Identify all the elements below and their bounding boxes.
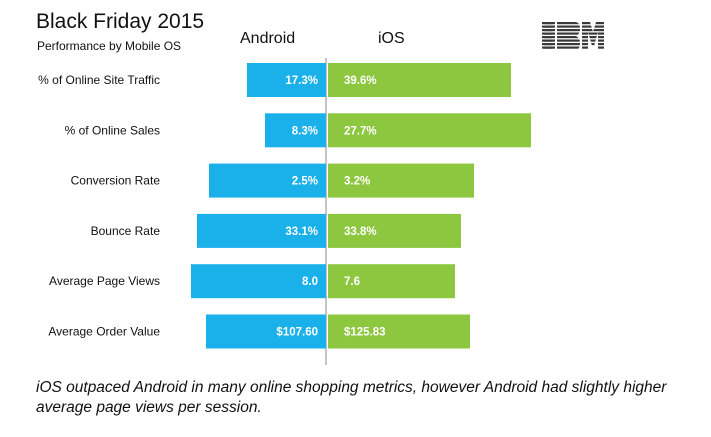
value-label-ios: 33.8% — [344, 226, 377, 238]
bar-android-3 — [197, 213, 326, 248]
row-label: % of Online Sales — [65, 123, 160, 137]
value-label-android: $107.60 — [276, 327, 318, 339]
value-label-ios: 27.7% — [344, 125, 377, 137]
value-label-ios: 39.6% — [344, 75, 377, 87]
value-label-android: 17.3% — [285, 75, 318, 87]
bar-android-4 — [191, 264, 326, 299]
row-label: % of Online Site Traffic — [38, 73, 160, 87]
legend-android: Android — [240, 30, 296, 47]
bar-ios-2 — [328, 163, 474, 198]
bar-ios-3 — [328, 213, 461, 248]
caption: iOS outpaced Android in many online shop… — [36, 379, 667, 416]
value-label-android: 33.1% — [285, 226, 318, 238]
bar-android-2 — [209, 163, 326, 198]
bar-ios-5 — [328, 314, 470, 349]
row-label: Bounce Rate — [91, 224, 161, 238]
ibm-logo — [542, 22, 604, 50]
value-label-android: 8.3% — [292, 125, 318, 137]
chart-subtitle: Performance by Mobile OS — [37, 39, 182, 53]
bar-ios-4 — [328, 264, 455, 299]
value-label-android: 2.5% — [292, 176, 318, 188]
value-label-ios: 3.2% — [344, 176, 370, 188]
legend-ios: iOS — [378, 30, 405, 47]
row-label: Conversion Rate — [71, 174, 161, 188]
value-label-android: 8.0 — [302, 276, 318, 288]
value-label-ios: $125.83 — [344, 327, 386, 339]
bar-android-1 — [265, 113, 326, 148]
row-label: Average Order Value — [48, 325, 160, 339]
chart-title: Black Friday 2015 — [36, 10, 205, 33]
bar-ios-1 — [328, 113, 531, 148]
bar-android-0 — [247, 63, 326, 97]
bar-android-5 — [206, 314, 326, 349]
value-label-ios: 7.6 — [344, 276, 360, 288]
bar-ios-0 — [328, 63, 511, 97]
row-label: Average Page Views — [49, 274, 160, 288]
